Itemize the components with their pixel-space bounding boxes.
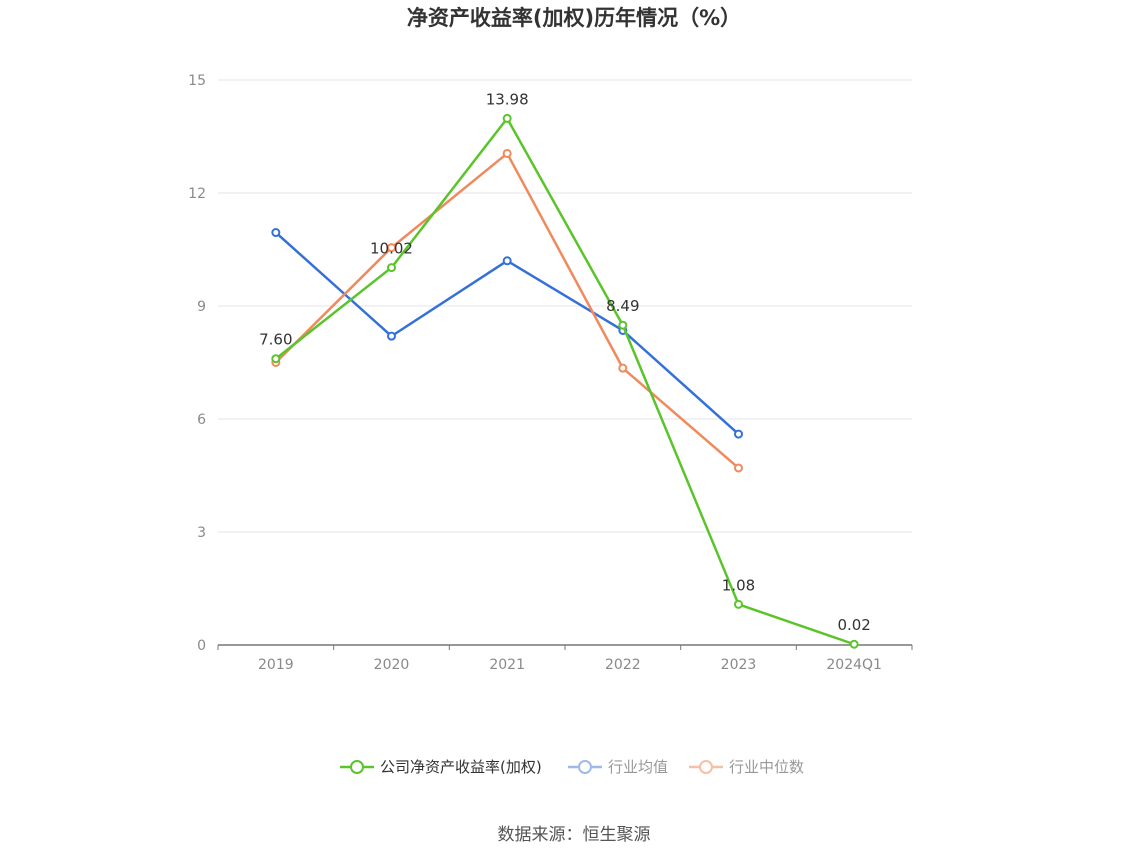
series-point xyxy=(734,429,743,439)
series-line xyxy=(275,117,855,646)
x-tick-label: 2020 xyxy=(374,657,410,673)
series-point xyxy=(387,243,396,253)
series-point xyxy=(387,331,396,341)
y-tick-label: 15 xyxy=(188,73,206,89)
legend-marker xyxy=(699,760,713,774)
x-tick-label: 2024Q1 xyxy=(826,657,882,673)
y-axis: 0 3 6 9 12 15 xyxy=(188,73,206,654)
x-tick-label: 2019 xyxy=(258,657,294,673)
series-point xyxy=(271,354,281,364)
x-tick-label: 2022 xyxy=(605,657,641,673)
series-line xyxy=(274,152,740,469)
chart-title: 净资产收益率(加权)历年情况（%） xyxy=(406,6,742,30)
source-note: 数据来源：恒生聚源 xyxy=(497,825,651,845)
series-point xyxy=(618,363,628,373)
data-label: 13.98 xyxy=(486,90,529,108)
chart-svg: 0 3 6 9 12 15 2019 2020 2021 2022 2023 2024Q1 7.60… xyxy=(188,73,913,776)
data-label: 0.02 xyxy=(837,616,870,634)
legend-label: 行业均值 xyxy=(608,758,668,776)
series-point xyxy=(618,320,628,330)
y-tick-label: 12 xyxy=(188,186,206,202)
data-label: 7.60 xyxy=(259,331,292,349)
legend-marker xyxy=(350,760,364,774)
series-point xyxy=(734,599,743,609)
legend-label: 行业中位数 xyxy=(729,758,804,776)
data-label: 8.49 xyxy=(606,297,639,315)
series-point xyxy=(502,256,512,266)
series-point xyxy=(849,639,859,649)
legend-item[interactable]: 行业中位数 xyxy=(689,758,804,776)
data-labels: 7.60 10.02 13.98 8.49 1.08 0.02 xyxy=(259,90,871,634)
x-axis: 2019 2020 2021 2022 2023 2024Q1 xyxy=(217,644,913,673)
series-point xyxy=(387,263,396,273)
y-tick-label: 6 xyxy=(197,412,206,428)
legend-item[interactable]: 公司净资产收益率(加权) xyxy=(340,758,542,776)
series-point xyxy=(502,113,512,123)
legend-marker xyxy=(578,760,592,774)
y-tick-label: 9 xyxy=(197,299,206,315)
series-point xyxy=(502,148,512,158)
data-label: 10.02 xyxy=(370,240,413,258)
legend-item[interactable]: 行业均值 xyxy=(568,758,668,776)
x-tick-label: 2023 xyxy=(721,657,757,673)
series-group xyxy=(271,113,859,649)
legend[interactable]: 公司净资产收益率(加权) 行业均值 行业中位数 xyxy=(340,758,804,776)
x-tick-label: 2021 xyxy=(489,657,525,673)
legend-label: 公司净资产收益率(加权) xyxy=(380,758,542,776)
series-point xyxy=(734,463,743,473)
y-tick-label: 3 xyxy=(197,525,206,541)
data-label: 1.08 xyxy=(722,576,755,594)
grid-lines xyxy=(218,79,912,533)
y-tick-label: 0 xyxy=(197,638,206,654)
series-point xyxy=(271,228,281,238)
